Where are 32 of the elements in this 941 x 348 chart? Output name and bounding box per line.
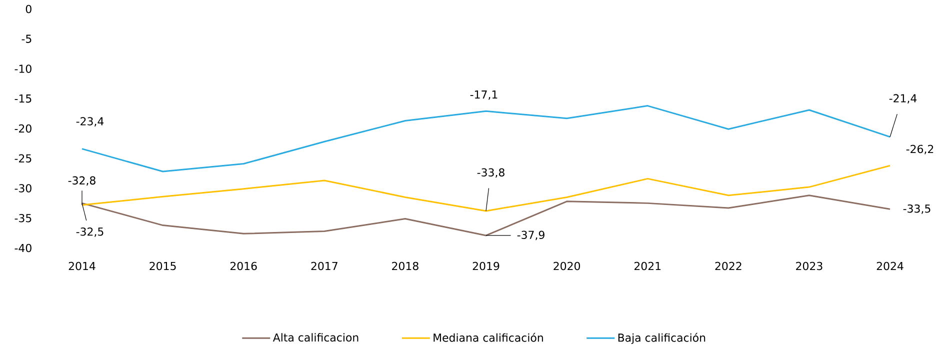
x-tick-label: 2018 bbox=[392, 262, 418, 270]
y-tick-label: 0 bbox=[26, 4, 32, 14]
legend-label: Alta calificacion bbox=[272, 333, 358, 342]
x-tick-label: 2020 bbox=[554, 262, 580, 270]
x-tick-label: 2017 bbox=[311, 262, 338, 270]
legend-label: Mediana calificación bbox=[434, 332, 543, 342]
x-tick-label: 2024 bbox=[876, 262, 904, 270]
x-tick-label: 2021 bbox=[634, 262, 661, 270]
annotation: -33,5 bbox=[903, 204, 930, 214]
annotation: -23,4 bbox=[76, 117, 104, 127]
x-tick-label: 2023 bbox=[796, 262, 822, 270]
y-tick-label: -40 bbox=[14, 244, 32, 252]
legend-label: Baja calificación bbox=[618, 332, 706, 344]
y-tick-label: -30 bbox=[14, 184, 32, 192]
y-tick-label: -20 bbox=[14, 124, 32, 133]
y-tick-label: -5 bbox=[22, 34, 32, 43]
x-tick-label: 2019 bbox=[472, 262, 500, 270]
x-tick-label: 2022 bbox=[715, 262, 742, 270]
annotation: -17,1 bbox=[470, 90, 498, 100]
annotation: -21,4 bbox=[889, 94, 917, 104]
annotation: -32,8 bbox=[68, 176, 96, 186]
x-tick-label: 2016 bbox=[230, 262, 257, 270]
y-tick-label: -35 bbox=[14, 214, 32, 222]
annotation: -37,9 bbox=[517, 230, 544, 240]
x-tick-label: 2014 bbox=[68, 262, 96, 270]
x-tick-label: 2015 bbox=[150, 262, 176, 270]
annotation: -26,2 bbox=[906, 144, 934, 154]
y-tick-label: -15 bbox=[14, 94, 32, 103]
annotation: -33,8 bbox=[477, 168, 504, 178]
annotation: -32,5 bbox=[76, 227, 104, 237]
y-tick-label: -25 bbox=[14, 154, 32, 163]
y-tick-label: -10 bbox=[14, 64, 32, 73]
